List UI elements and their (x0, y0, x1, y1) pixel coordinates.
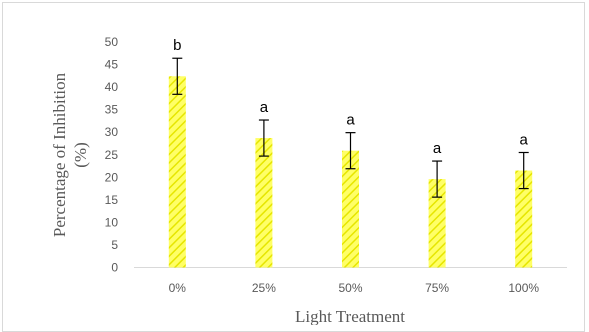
x-tick-label: 25% (252, 281, 276, 295)
error-bars-group (172, 57, 529, 198)
significance-label: a (433, 140, 442, 157)
y-tick-label: 45 (105, 58, 119, 72)
y-tick-label: 30 (105, 125, 119, 139)
bar (515, 170, 533, 268)
y-axis-title-line-2: (%) (71, 142, 90, 167)
error-bar (172, 57, 183, 95)
x-tick-label: 75% (425, 281, 449, 295)
y-tick-label: 15 (105, 193, 119, 207)
y-tick-label: 50 (105, 35, 119, 49)
bar (428, 179, 446, 268)
y-tick-label: 0 (111, 261, 118, 275)
x-tick-label: 100% (508, 281, 539, 295)
x-tick-label: 0% (169, 281, 187, 295)
y-tick-label: 20 (105, 170, 119, 184)
significance-label: a (260, 99, 269, 116)
error-bar (345, 132, 356, 170)
error-bar (518, 151, 529, 190)
error-bar (432, 160, 443, 198)
bar (342, 150, 359, 268)
y-tick-label: 40 (105, 80, 119, 94)
y-tick-label: 25 (105, 148, 119, 162)
y-tick-label: 10 (105, 215, 119, 229)
y-axis-title: Percentage of Inhibition (%) (50, 72, 90, 237)
significance-label: b (173, 37, 181, 54)
bars-group (168, 76, 533, 268)
x-tick-label: 50% (338, 281, 362, 295)
bar-chart: Percentage of Inhibition (%) Light Treat… (50, 35, 567, 325)
x-axis-title: Light Treatment (295, 307, 405, 325)
error-bar (258, 119, 269, 157)
y-tick-label: 35 (105, 103, 119, 117)
y-axis-title-line-1: Percentage of Inhibition (50, 72, 69, 237)
bar (168, 76, 186, 268)
significance-label: a (346, 112, 355, 129)
x-axis-tick-labels: 0% 25% 50% 75% 100% (169, 281, 540, 295)
y-axis-tick-labels: 0 5 10 15 20 25 30 35 40 45 50 (105, 35, 119, 275)
significance-label: a (520, 131, 529, 148)
bar (255, 138, 273, 268)
significance-labels-group: b a a a a (173, 37, 528, 157)
y-tick-label: 5 (111, 238, 118, 252)
